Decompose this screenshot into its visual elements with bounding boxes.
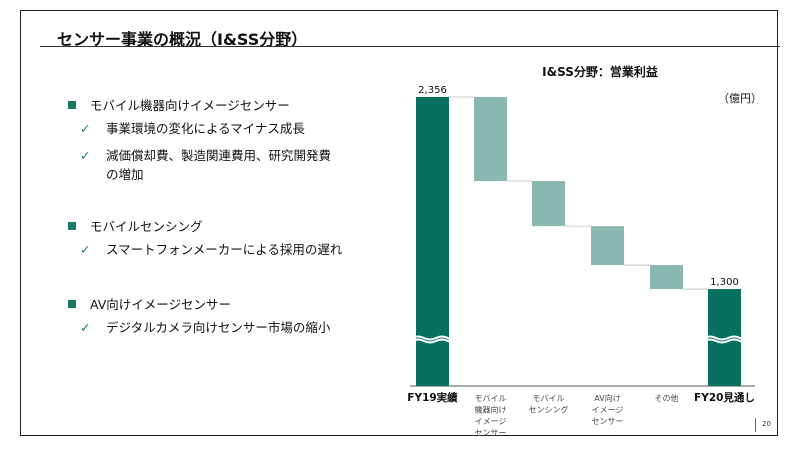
check-icon: ✓ xyxy=(80,320,91,335)
square-bullet-icon xyxy=(68,222,76,230)
square-bullet-icon xyxy=(68,300,76,308)
delta-bar xyxy=(591,226,624,266)
bullet-item: ✓ 減価償却費、製造関連費用、研究開発費 の増加 xyxy=(80,146,331,184)
category-label: FY19実績 xyxy=(407,391,458,404)
axis-break-icon xyxy=(703,335,747,344)
bullet-item-text: の増加 xyxy=(106,167,144,182)
bullet-heading-text: AV向けイメージセンサー xyxy=(90,297,232,312)
category-label: イメージ xyxy=(475,417,507,426)
square-bullet-icon xyxy=(68,101,76,109)
category-label: モバイル xyxy=(533,394,565,403)
bullet-item: ✓ 事業環境の変化によるマイナス成長 xyxy=(80,119,305,138)
delta-bar xyxy=(532,181,565,227)
bullet-heading: モバイルセンシング xyxy=(68,216,203,235)
bullet-heading-text: モバイル機器向けイメージセンサー xyxy=(90,98,290,113)
bullet-item: ✓ デジタルカメラ向けセンサー市場の縮小 xyxy=(80,318,330,337)
category-label: 機器向け xyxy=(475,405,507,415)
bullet-item-text: 減価償却費、製造関連費用、研究開発費 xyxy=(106,148,332,163)
category-label: イメージ xyxy=(592,406,624,415)
check-icon: ✓ xyxy=(80,121,91,136)
delta-bar xyxy=(474,97,507,182)
unit-label: （億円） xyxy=(718,92,762,105)
bullet-heading: AV向けイメージセンサー xyxy=(68,294,231,313)
category-label: その他 xyxy=(655,393,679,403)
bullet-item: ✓ スマートフォンメーカーによる採用の遅れ xyxy=(80,240,342,259)
check-icon: ✓ xyxy=(80,242,91,257)
data-label: 1,300 xyxy=(710,277,739,288)
chart-title: I&SS分野：営業利益 xyxy=(542,64,658,79)
page-number-divider xyxy=(755,418,756,432)
category-label: センシング xyxy=(529,405,569,415)
category-label: センサー xyxy=(475,429,507,438)
category-label: モバイル xyxy=(475,394,507,403)
category-label: AV向け xyxy=(594,393,620,403)
delta-bar xyxy=(650,265,683,290)
title-divider xyxy=(40,46,780,47)
check-icon: ✓ xyxy=(80,148,91,163)
bullet-item-text: 事業環境の変化によるマイナス成長 xyxy=(106,121,305,136)
category-label: センサー xyxy=(592,417,624,426)
axis-break-icon xyxy=(411,335,455,344)
page-title: センサー事業の概況（I&SS分野） xyxy=(57,30,308,49)
bullet-heading: モバイル機器向けイメージセンサー xyxy=(68,95,290,114)
slide-frame xyxy=(20,10,778,436)
category-label: FY20見通し xyxy=(694,392,755,404)
page-number: 20 xyxy=(762,420,771,428)
bullet-item-text: デジタルカメラ向けセンサー市場の縮小 xyxy=(106,320,331,335)
bullet-item-text: スマートフォンメーカーによる採用の遅れ xyxy=(106,242,343,257)
bullet-heading-text: モバイルセンシング xyxy=(90,219,203,234)
data-label: 2,356 xyxy=(418,85,447,96)
